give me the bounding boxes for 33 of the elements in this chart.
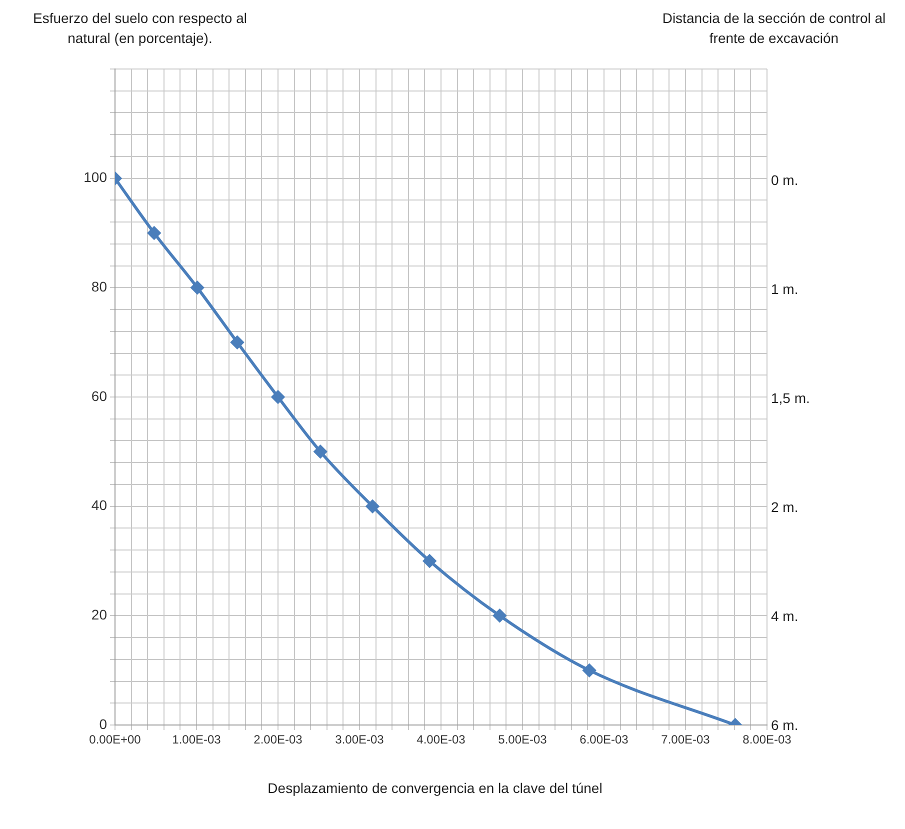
y-tick-label: 40 (91, 497, 108, 514)
text: 1 m. (771, 280, 798, 299)
x-axis-title: Desplazamiento de convergencia en la clave del túnel (266, 779, 604, 798)
point (582, 664, 596, 677)
x-tick-label: 2.00E-03 (254, 732, 303, 747)
point (190, 281, 204, 294)
x-tick-label: 6.00E-03 (580, 732, 629, 747)
point (423, 554, 436, 568)
y-tick-label: 60 (91, 388, 108, 404)
point (148, 226, 161, 240)
y-tick-label: 100 (84, 169, 108, 186)
text: 4 m. (771, 607, 798, 626)
y-tick-label: 20 (91, 606, 108, 623)
x-tick-label: 0.00E+00 (89, 732, 142, 747)
text: 6 m. (771, 716, 798, 735)
y-tick-label: 0 (99, 716, 108, 732)
text: 2 m. (771, 498, 798, 517)
text: 1,5 m. (771, 389, 810, 408)
point (493, 609, 506, 622)
x-tick-label: 4.00E-03 (416, 732, 466, 747)
x-tick-label: 8.00E-03 (742, 732, 792, 747)
x-tick-label: 1.00E-03 (172, 732, 222, 747)
point (272, 390, 284, 404)
y-axis-title: Esfuerzo del suelo con respecto al natural (en porcentaje). (32, 9, 248, 48)
point (230, 336, 244, 349)
x-tick-label: 7.00E-03 (661, 732, 710, 747)
point (366, 500, 380, 513)
y2-axis-title: Distancia de la sección de control al frente de excavación (661, 9, 887, 48)
point (314, 445, 327, 458)
x-tick-label: 5.00E-03 (498, 732, 548, 747)
x-tick-label: 3.00E-03 (335, 732, 384, 747)
y-tick-label: 80 (91, 278, 108, 295)
text: 0 m. (771, 171, 798, 190)
